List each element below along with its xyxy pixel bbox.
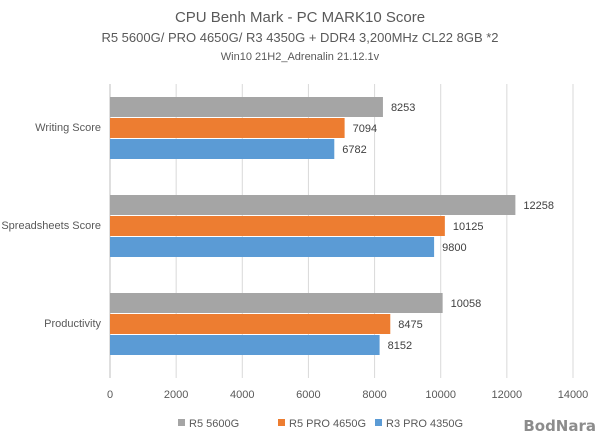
chart-subtitle2: Win10 21H2_Adrenalin 21.12.1v xyxy=(221,51,380,63)
data-label: 8152 xyxy=(388,340,412,352)
legend-swatch xyxy=(375,419,382,426)
x-tick-label: 6000 xyxy=(296,389,320,401)
category-label: Spreadsheets Score xyxy=(1,220,101,232)
data-label: 10058 xyxy=(451,298,482,310)
data-label: 7094 xyxy=(353,123,377,135)
bar-r5-pro-4650g xyxy=(110,216,445,236)
legend-label: R5 PRO 4650G xyxy=(289,418,366,430)
data-label: 6782 xyxy=(342,144,366,156)
x-tick-label: 2000 xyxy=(164,389,188,401)
watermark-logo: BodNara xyxy=(523,417,596,435)
x-tick-label: 10000 xyxy=(425,389,456,401)
chart-subtitle: R5 5600G/ PRO 4650G/ R3 4350G + DDR4 3,2… xyxy=(101,30,498,45)
legend-label: R5 5600G xyxy=(189,418,239,430)
bar-r3-pro-4350g xyxy=(110,139,335,159)
bar-r3-pro-4350g xyxy=(110,335,380,355)
data-label: 12258 xyxy=(523,200,554,212)
bar-r5-5600g xyxy=(110,97,383,117)
chart-title: CPU Benh Mark - PC MARK10 Score xyxy=(175,9,425,26)
bar-r3-pro-4350g xyxy=(110,237,435,257)
bar-r5-5600g xyxy=(110,195,516,215)
category-label: Productivity xyxy=(44,318,101,330)
x-tick-label: 12000 xyxy=(492,389,523,401)
x-tick-label: 0 xyxy=(107,389,113,401)
category-label: Writing Score xyxy=(35,122,101,134)
legend-label: R3 PRO 4350G xyxy=(386,418,463,430)
data-label: 10125 xyxy=(453,221,484,233)
data-label: 9800 xyxy=(442,242,466,254)
x-tick-label: 8000 xyxy=(362,389,386,401)
bar-r5-5600g xyxy=(110,293,443,313)
legend-swatch xyxy=(178,419,185,426)
bar-r5-pro-4650g xyxy=(110,118,345,138)
legend-swatch xyxy=(278,419,285,426)
bar-r5-pro-4650g xyxy=(110,314,391,334)
data-label: 8253 xyxy=(391,102,415,114)
x-tick-label: 14000 xyxy=(558,389,589,401)
data-label: 8475 xyxy=(398,319,422,331)
x-tick-label: 4000 xyxy=(230,389,254,401)
